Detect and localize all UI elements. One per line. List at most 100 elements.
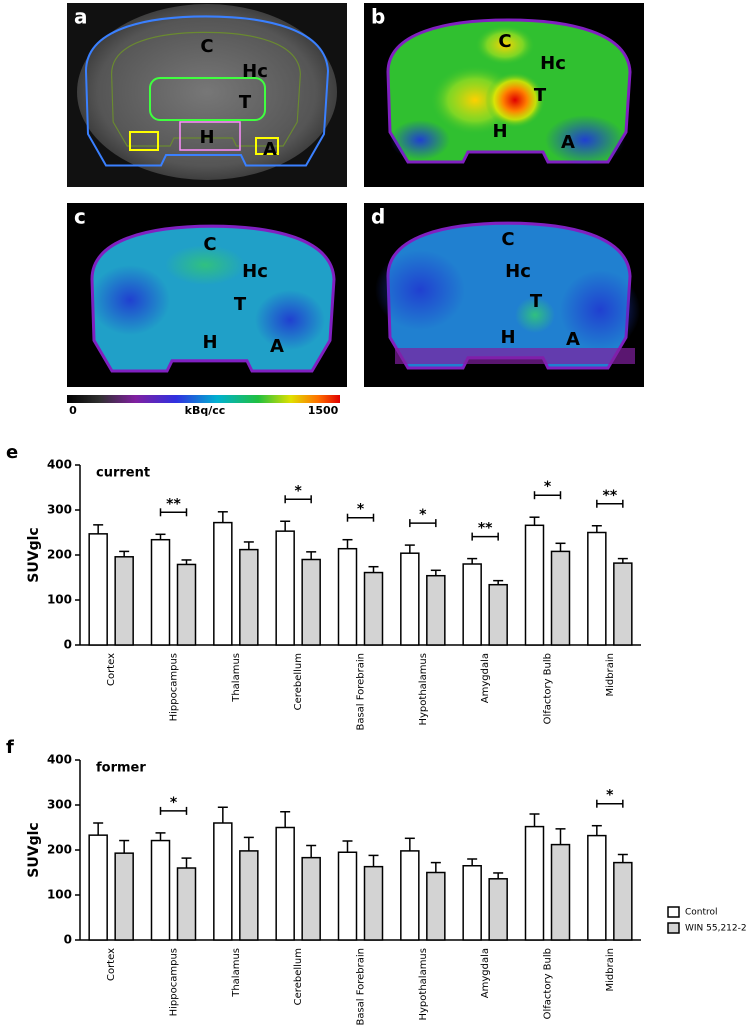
bar	[462, 865, 482, 941]
region-label: A	[270, 336, 284, 357]
bar	[239, 850, 259, 941]
x-tick-label: Cerebellum	[293, 948, 304, 1005]
x-tick-label: Hypothalamus	[418, 653, 429, 726]
legend-swatch	[667, 906, 680, 918]
panel-a-image	[67, 3, 347, 187]
colorbar	[67, 395, 340, 403]
x-tick-label: Amygdala	[480, 653, 491, 703]
bar	[587, 531, 607, 646]
panel-c-image	[67, 203, 347, 387]
bar	[176, 563, 197, 646]
bar	[275, 530, 295, 646]
region-label: C	[498, 31, 511, 52]
x-tick-label: Hippocampus	[169, 948, 180, 1016]
significance-marker: *	[357, 502, 365, 518]
bar	[88, 834, 108, 941]
significance-marker: *	[544, 479, 552, 495]
bar	[613, 861, 633, 941]
bar	[524, 524, 545, 646]
chart-title: current	[96, 466, 150, 481]
bar	[337, 851, 358, 941]
significance-marker: *	[170, 795, 178, 811]
region-label: T	[234, 294, 247, 315]
region-label: H	[199, 127, 214, 148]
bar	[550, 843, 571, 941]
significance-marker: **	[166, 496, 181, 512]
bar	[488, 583, 508, 646]
y-tick-label: 100	[47, 888, 72, 902]
bar	[400, 850, 420, 941]
region-label: H	[492, 121, 507, 142]
chart-title: former	[96, 761, 146, 776]
significance-marker: *	[419, 507, 427, 523]
bar	[337, 547, 358, 646]
region-label: A	[263, 139, 277, 160]
bar	[613, 562, 633, 646]
bar	[363, 865, 384, 941]
region-label: Hc	[540, 53, 566, 74]
panel-b-image	[364, 3, 644, 187]
colorbar-min: 0	[69, 404, 77, 417]
region-label: C	[203, 234, 216, 255]
region-label: H	[202, 332, 217, 353]
y-tick-label: 400	[47, 753, 72, 767]
y-tick-label: 200	[47, 843, 72, 857]
bar	[524, 825, 545, 941]
bar	[426, 574, 446, 646]
bar	[150, 839, 171, 941]
region-label: A	[566, 329, 580, 350]
bar	[114, 556, 134, 646]
region-label: H	[500, 327, 515, 348]
bar	[239, 548, 259, 646]
region-label: T	[530, 291, 543, 312]
x-tick-label: Cortex	[106, 948, 117, 981]
panel-label: f	[6, 737, 14, 758]
panel-label: e	[6, 442, 18, 463]
significance-marker: *	[295, 483, 303, 499]
bar	[301, 856, 321, 941]
y-axis-label: SUVglc	[26, 527, 42, 582]
significance-marker: **	[478, 521, 493, 537]
y-tick-label: 400	[47, 458, 72, 472]
panel-label: c	[74, 205, 86, 229]
bar	[462, 563, 482, 646]
panel-d-image	[364, 203, 644, 387]
legend-label: WIN 55,212-2	[685, 924, 747, 934]
bar	[550, 550, 571, 646]
bar	[301, 558, 321, 646]
x-tick-label: Olfactory Bulb	[543, 653, 554, 724]
significance-marker: *	[606, 788, 614, 804]
bar	[587, 834, 607, 941]
x-tick-label: Basal Forebrain	[356, 948, 367, 1026]
panel-label: b	[371, 5, 385, 29]
bar	[426, 871, 446, 941]
y-tick-label: 300	[47, 798, 72, 812]
x-tick-label: Midbrain	[605, 948, 616, 991]
bar	[363, 571, 384, 646]
region-label: A	[561, 132, 575, 153]
x-tick-label: Amygdala	[480, 948, 491, 998]
x-tick-label: Basal Forebrain	[356, 653, 367, 731]
legend-label: Control	[685, 908, 718, 918]
y-tick-label: 300	[47, 503, 72, 517]
bar	[488, 878, 508, 941]
x-tick-label: Midbrain	[605, 653, 616, 696]
x-tick-label: Olfactory Bulb	[543, 948, 554, 1019]
x-tick-label: Hypothalamus	[418, 948, 429, 1021]
region-label: T	[534, 85, 547, 106]
region-label: C	[501, 229, 514, 250]
panel-label: a	[74, 5, 88, 29]
region-label: Hc	[242, 261, 268, 282]
bar	[400, 552, 420, 646]
colorbar-unit: kBq/cc	[185, 404, 226, 417]
bar	[213, 822, 233, 941]
region-label: T	[239, 92, 252, 113]
panel-label: d	[371, 205, 385, 229]
bar	[150, 538, 171, 646]
y-axis-label: SUVglc	[26, 822, 42, 877]
y-tick-label: 0	[64, 638, 72, 652]
region-label: Hc	[242, 61, 268, 82]
region-label: C	[200, 36, 213, 57]
x-tick-label: Hippocampus	[169, 653, 180, 721]
